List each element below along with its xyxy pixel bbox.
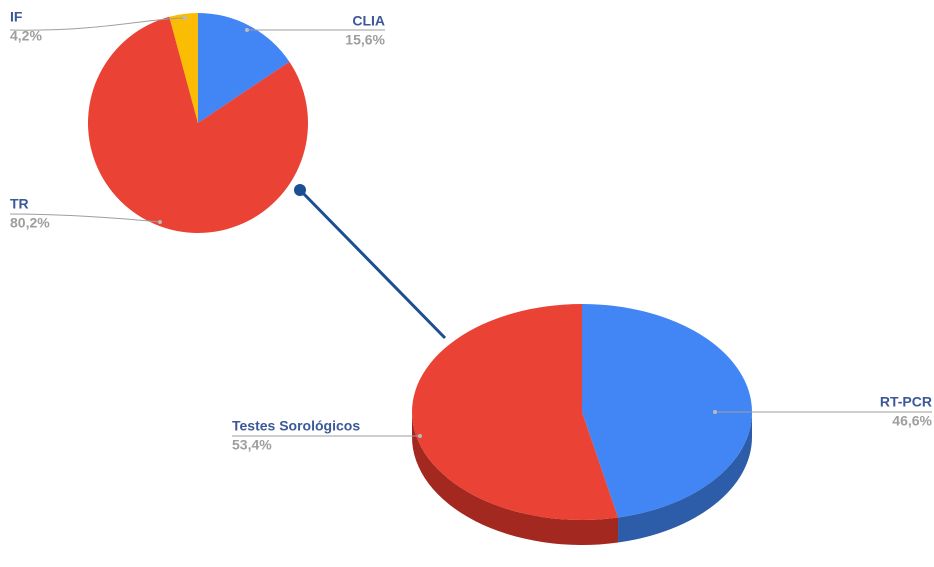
slice-name: TR bbox=[10, 196, 29, 212]
leader-dot bbox=[183, 16, 187, 20]
slice-value-label: 15,6% bbox=[345, 32, 385, 48]
slice-value-label: 80,2% bbox=[10, 215, 50, 231]
leader-dot bbox=[158, 220, 162, 224]
leader-line bbox=[9, 213, 161, 223]
connector-dot bbox=[294, 184, 306, 196]
pie-slice bbox=[198, 13, 290, 123]
slice-name: CLIA bbox=[352, 13, 385, 29]
pie-side bbox=[412, 412, 619, 546]
leader-dot bbox=[245, 28, 249, 32]
pie-slice bbox=[87, 16, 308, 234]
pie-slice bbox=[169, 13, 198, 123]
leader-line bbox=[9, 17, 186, 31]
pie-side bbox=[618, 412, 752, 543]
leader-dot bbox=[713, 410, 717, 414]
leader-dot bbox=[418, 434, 422, 438]
slice-name: Testes Sorológicos bbox=[232, 418, 360, 434]
slice-name: RT-PCR bbox=[880, 394, 932, 410]
pie-slice bbox=[412, 304, 619, 520]
slice-value-label: 4,2% bbox=[10, 28, 42, 44]
pie-slice bbox=[582, 304, 753, 518]
connector-line bbox=[298, 188, 447, 340]
slice-name: IF bbox=[10, 9, 23, 25]
slice-value-label: 53,4% bbox=[232, 437, 272, 453]
slice-value-label: 46,6% bbox=[892, 413, 932, 429]
